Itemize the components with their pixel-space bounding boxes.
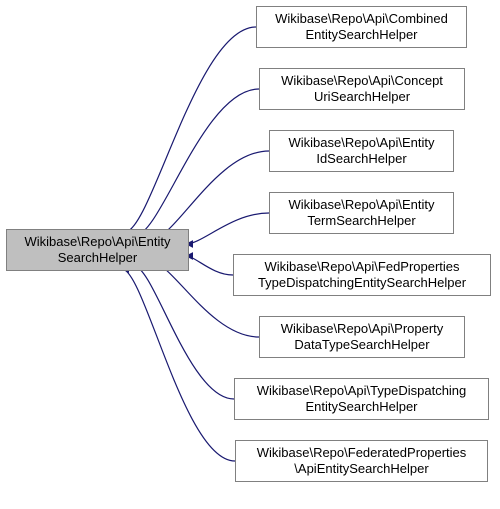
class-name-line: Wikibase\Repo\Api\TypeDispatching xyxy=(257,383,467,399)
class-name-line: IdSearchHelper xyxy=(316,151,406,167)
class-name-line: Wikibase\Repo\Api\Combined xyxy=(275,11,448,27)
class-name-line: \ApiEntitySearchHelper xyxy=(294,461,428,477)
class-name-line: DataTypeSearchHelper xyxy=(294,337,429,353)
class-name-line: Wikibase\Repo\Api\Entity xyxy=(289,197,435,213)
class-name-line: Wikibase\Repo\Api\Entity xyxy=(289,135,435,151)
inheritance-edge xyxy=(186,213,269,244)
class-name-line: Wikibase\Repo\Api\FedProperties xyxy=(264,259,459,275)
class-name-line: Wikibase\Repo\FederatedProperties xyxy=(257,445,467,461)
subclass-node-apient[interactable]: Wikibase\Repo\FederatedProperties\ApiEnt… xyxy=(235,440,488,482)
inheritance-edge xyxy=(186,256,233,275)
subclass-node-fedprop[interactable]: Wikibase\Repo\Api\FedPropertiesTypeDispa… xyxy=(233,254,491,296)
subclass-node-typedisp[interactable]: Wikibase\Repo\Api\TypeDispatchingEntityS… xyxy=(234,378,489,420)
class-name-line: Wikibase\Repo\Api\Property xyxy=(281,321,444,337)
subclass-node-concept[interactable]: Wikibase\Repo\Api\ConceptUriSearchHelper xyxy=(259,68,465,110)
class-name-line: TermSearchHelper xyxy=(307,213,415,229)
inheritance-edge xyxy=(136,89,259,235)
class-name-line: Wikibase\Repo\Api\Entity xyxy=(25,234,171,250)
class-name-line: TypeDispatchingEntitySearchHelper xyxy=(258,275,466,291)
class-name-line: SearchHelper xyxy=(58,250,138,266)
subclass-node-entityterm[interactable]: Wikibase\Repo\Api\EntityTermSearchHelper xyxy=(269,192,454,234)
inheritance-edge xyxy=(125,27,256,232)
class-name-line: Wikibase\Repo\Api\Concept xyxy=(281,73,443,89)
class-name-line: EntitySearchHelper xyxy=(306,399,418,415)
subclass-node-propdt[interactable]: Wikibase\Repo\Api\PropertyDataTypeSearch… xyxy=(259,316,465,358)
class-name-line: EntitySearchHelper xyxy=(306,27,418,43)
root-class-node[interactable]: Wikibase\Repo\Api\EntitySearchHelper xyxy=(6,229,189,271)
class-name-line: UriSearchHelper xyxy=(314,89,410,105)
inheritance-edge xyxy=(122,269,235,461)
subclass-node-entityid[interactable]: Wikibase\Repo\Api\EntityIdSearchHelper xyxy=(269,130,454,172)
inheritance-edge xyxy=(134,266,234,399)
inheritance-edge xyxy=(152,151,269,239)
subclass-node-combined[interactable]: Wikibase\Repo\Api\CombinedEntitySearchHe… xyxy=(256,6,467,48)
